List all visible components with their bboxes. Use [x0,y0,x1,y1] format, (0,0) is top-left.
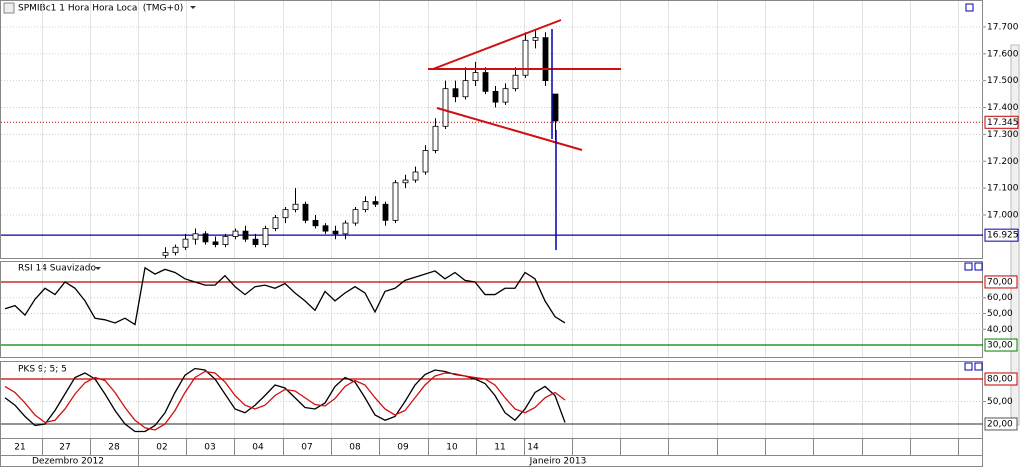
level-label-box [984,372,1018,386]
indicator-title: RSI 14 Suavizado [18,264,97,274]
y-tick-label: 60,00 [987,293,1013,303]
y-tick-label: 17.600 [987,49,1019,59]
x-tick-label: 21 [14,443,25,453]
candle-body [272,217,279,229]
window-button[interactable] [974,262,983,271]
candle-body [542,37,549,82]
trendline[interactable] [436,107,583,151]
candle-body [282,209,289,219]
x-tick-label: 03 [204,443,215,453]
candle-body [322,225,329,232]
price-label-box [984,115,1019,129]
indicator-line [4,370,566,431]
candle-body [262,228,269,245]
x-tick-label: 10 [446,443,458,453]
candle-body [302,203,309,221]
price-label-box [984,228,1019,242]
candle-body [202,233,209,243]
candle-body [532,37,539,41]
level-label: 20,00 [987,419,1013,429]
y-tick-label: 17.500 [987,76,1019,86]
y-tick-label: 50,00 [987,397,1013,407]
price-panel [0,0,983,259]
candle-body [552,93,559,122]
candle-body [432,125,439,151]
x-tick-label: 07 [301,443,312,453]
candle-body [492,90,499,103]
candle-body [392,182,399,221]
month-label: Dezembro 2012 [32,457,104,467]
candle-body [442,88,449,127]
level-label: 80,00 [987,374,1013,384]
candle-body [252,238,259,245]
candle-body [222,236,229,245]
window-button[interactable] [964,362,973,371]
y-tick-label: 50,00 [987,309,1013,319]
candle-body [172,246,179,254]
candle-body [452,88,459,98]
candle-body [192,233,199,240]
x-tick-label: 27 [59,443,70,453]
candle-body [472,72,479,82]
candle-body [332,230,339,235]
candle-body [182,238,189,248]
chart-title: SPMIBc1 1 Hora Hora Local (TMG+0) [18,4,183,14]
level-label: 30,00 [987,341,1013,351]
candle-body [232,230,239,237]
candle-body [372,201,379,205]
level-label: 70,00 [987,277,1013,287]
candle-body [162,252,169,256]
y-tick-label: 17.400 [987,103,1019,113]
y-tick-label: 17.200 [987,157,1019,167]
trendline[interactable] [432,19,562,70]
candle-body [212,241,219,245]
window-button[interactable] [965,3,974,12]
month-label: Janeiro 2013 [529,457,587,467]
x-tick-label: 14 [527,443,539,453]
candle-body [522,39,529,76]
level-label-box [984,417,1018,431]
level-label-box [984,338,1018,352]
symbol-icon[interactable] [3,2,15,14]
level-label-box [984,275,1018,289]
y-tick-label: 17.300 [987,130,1019,140]
candle-body [312,219,319,227]
candle-body [242,230,249,240]
dropdown-arrow[interactable] [190,6,196,9]
x-tick-label: 28 [108,443,120,453]
indicator-line [4,367,566,433]
y-tick-label: 17.100 [987,184,1019,194]
x-tick-label: 02 [156,443,167,453]
candle-body [512,74,519,90]
price-label: 16.925 [987,231,1019,241]
candle-body [412,171,419,181]
candle-body [382,203,389,221]
dropdown-arrow[interactable] [95,267,101,270]
x-tick-label: 09 [397,443,409,453]
candle-body [482,72,489,92]
candle-body [422,150,429,173]
candle-body [292,203,299,211]
candle-body [342,222,349,235]
candle-body [362,201,369,211]
window-button[interactable] [974,362,983,371]
candle-body [462,80,469,98]
x-tick-label: 08 [349,443,361,453]
x-tick-label: 04 [252,443,264,453]
window-button[interactable] [964,262,973,271]
y-tick-label: 17.700 [987,22,1019,32]
price-label: 17.345 [987,118,1019,128]
y-tick-label: 40,00 [987,325,1013,335]
indicator-line [4,266,566,326]
candle-body [502,88,509,103]
rsi-panel [0,261,983,358]
candle-body [352,209,359,224]
x-tick-label: 11 [494,443,505,453]
y-tick-label: 17.000 [987,211,1019,221]
candle-body [402,179,409,184]
